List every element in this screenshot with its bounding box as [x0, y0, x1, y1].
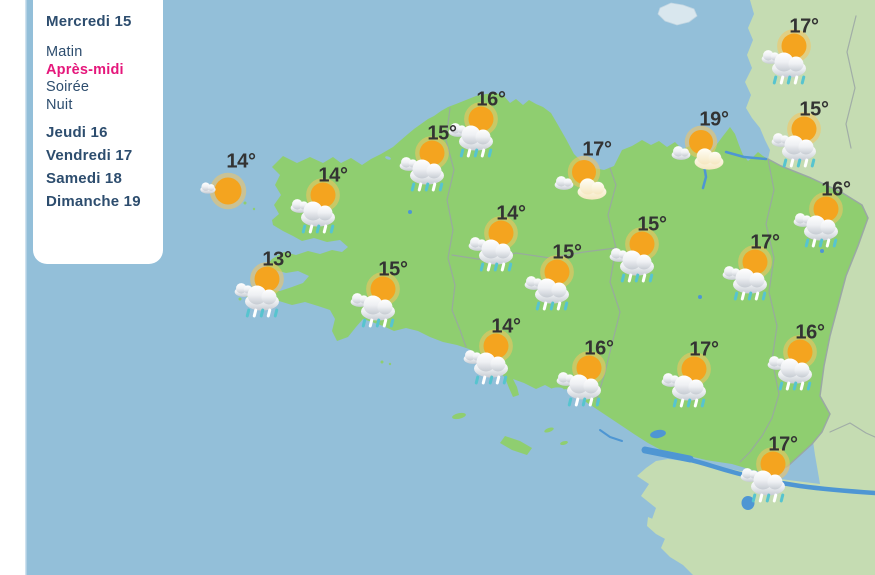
island-noirmoutier — [647, 517, 670, 540]
sidebar-item-apr-s-midi[interactable]: Après-midi — [46, 61, 124, 78]
island-houat — [544, 427, 554, 433]
island-groix — [452, 412, 466, 420]
border-cotes-armor-ille-vilaine — [607, 167, 617, 249]
border-normandy-inner — [845, 15, 857, 149]
sidebar-item-vendredi-17[interactable]: Vendredi 17 — [46, 147, 133, 164]
sidebar-panel: Mercredi 15 Matin Après-midi Soirée Nuit Jeud… — [33, 0, 163, 264]
border-bretagne-mayenne — [739, 158, 780, 463]
island-sein — [238, 297, 242, 301]
lake-dot-2 — [698, 295, 702, 299]
sidebar-item-nuit[interactable]: Nuit — [46, 96, 73, 113]
lake-dot-1 — [408, 210, 412, 214]
border-cotes-armor-morbihan — [451, 247, 617, 261]
island-hoedic — [560, 440, 568, 446]
border-region-east — [767, 158, 869, 475]
sidebar-item-matin[interactable]: Matin — [46, 44, 83, 60]
border-pays-loire-inner — [829, 422, 875, 438]
island-glenan — [380, 360, 384, 364]
river-couesnon-bay — [724, 150, 768, 161]
river-vilaine — [599, 429, 623, 442]
lake-briere — [650, 429, 666, 439]
border-finistere — [445, 107, 467, 348]
lake-grand-lieu — [741, 496, 755, 510]
lake-dot-4 — [638, 231, 642, 235]
island-molene-2 — [252, 207, 256, 211]
island-jersey — [657, 2, 698, 26]
sidebar-item-samedi-18[interactable]: Samedi 18 — [46, 170, 123, 187]
sidebar-item-dimanche-19[interactable]: Dimanche 19 — [46, 193, 141, 210]
sidebar-item-soir-e[interactable]: Soirée — [46, 79, 90, 95]
gulf-of-morbihan — [548, 387, 564, 395]
island-belle-ile — [500, 436, 532, 455]
sidebar-item-jeudi-16[interactable]: Jeudi 16 — [46, 124, 108, 141]
map-left-edge — [25, 0, 27, 575]
sidebar-item-mercredi-15[interactable]: Mercredi 15 — [46, 13, 132, 30]
lake-dot-3 — [820, 249, 824, 253]
island-molene — [243, 201, 247, 205]
aber-inlet — [385, 156, 391, 160]
island-glenan-2 — [388, 362, 392, 366]
